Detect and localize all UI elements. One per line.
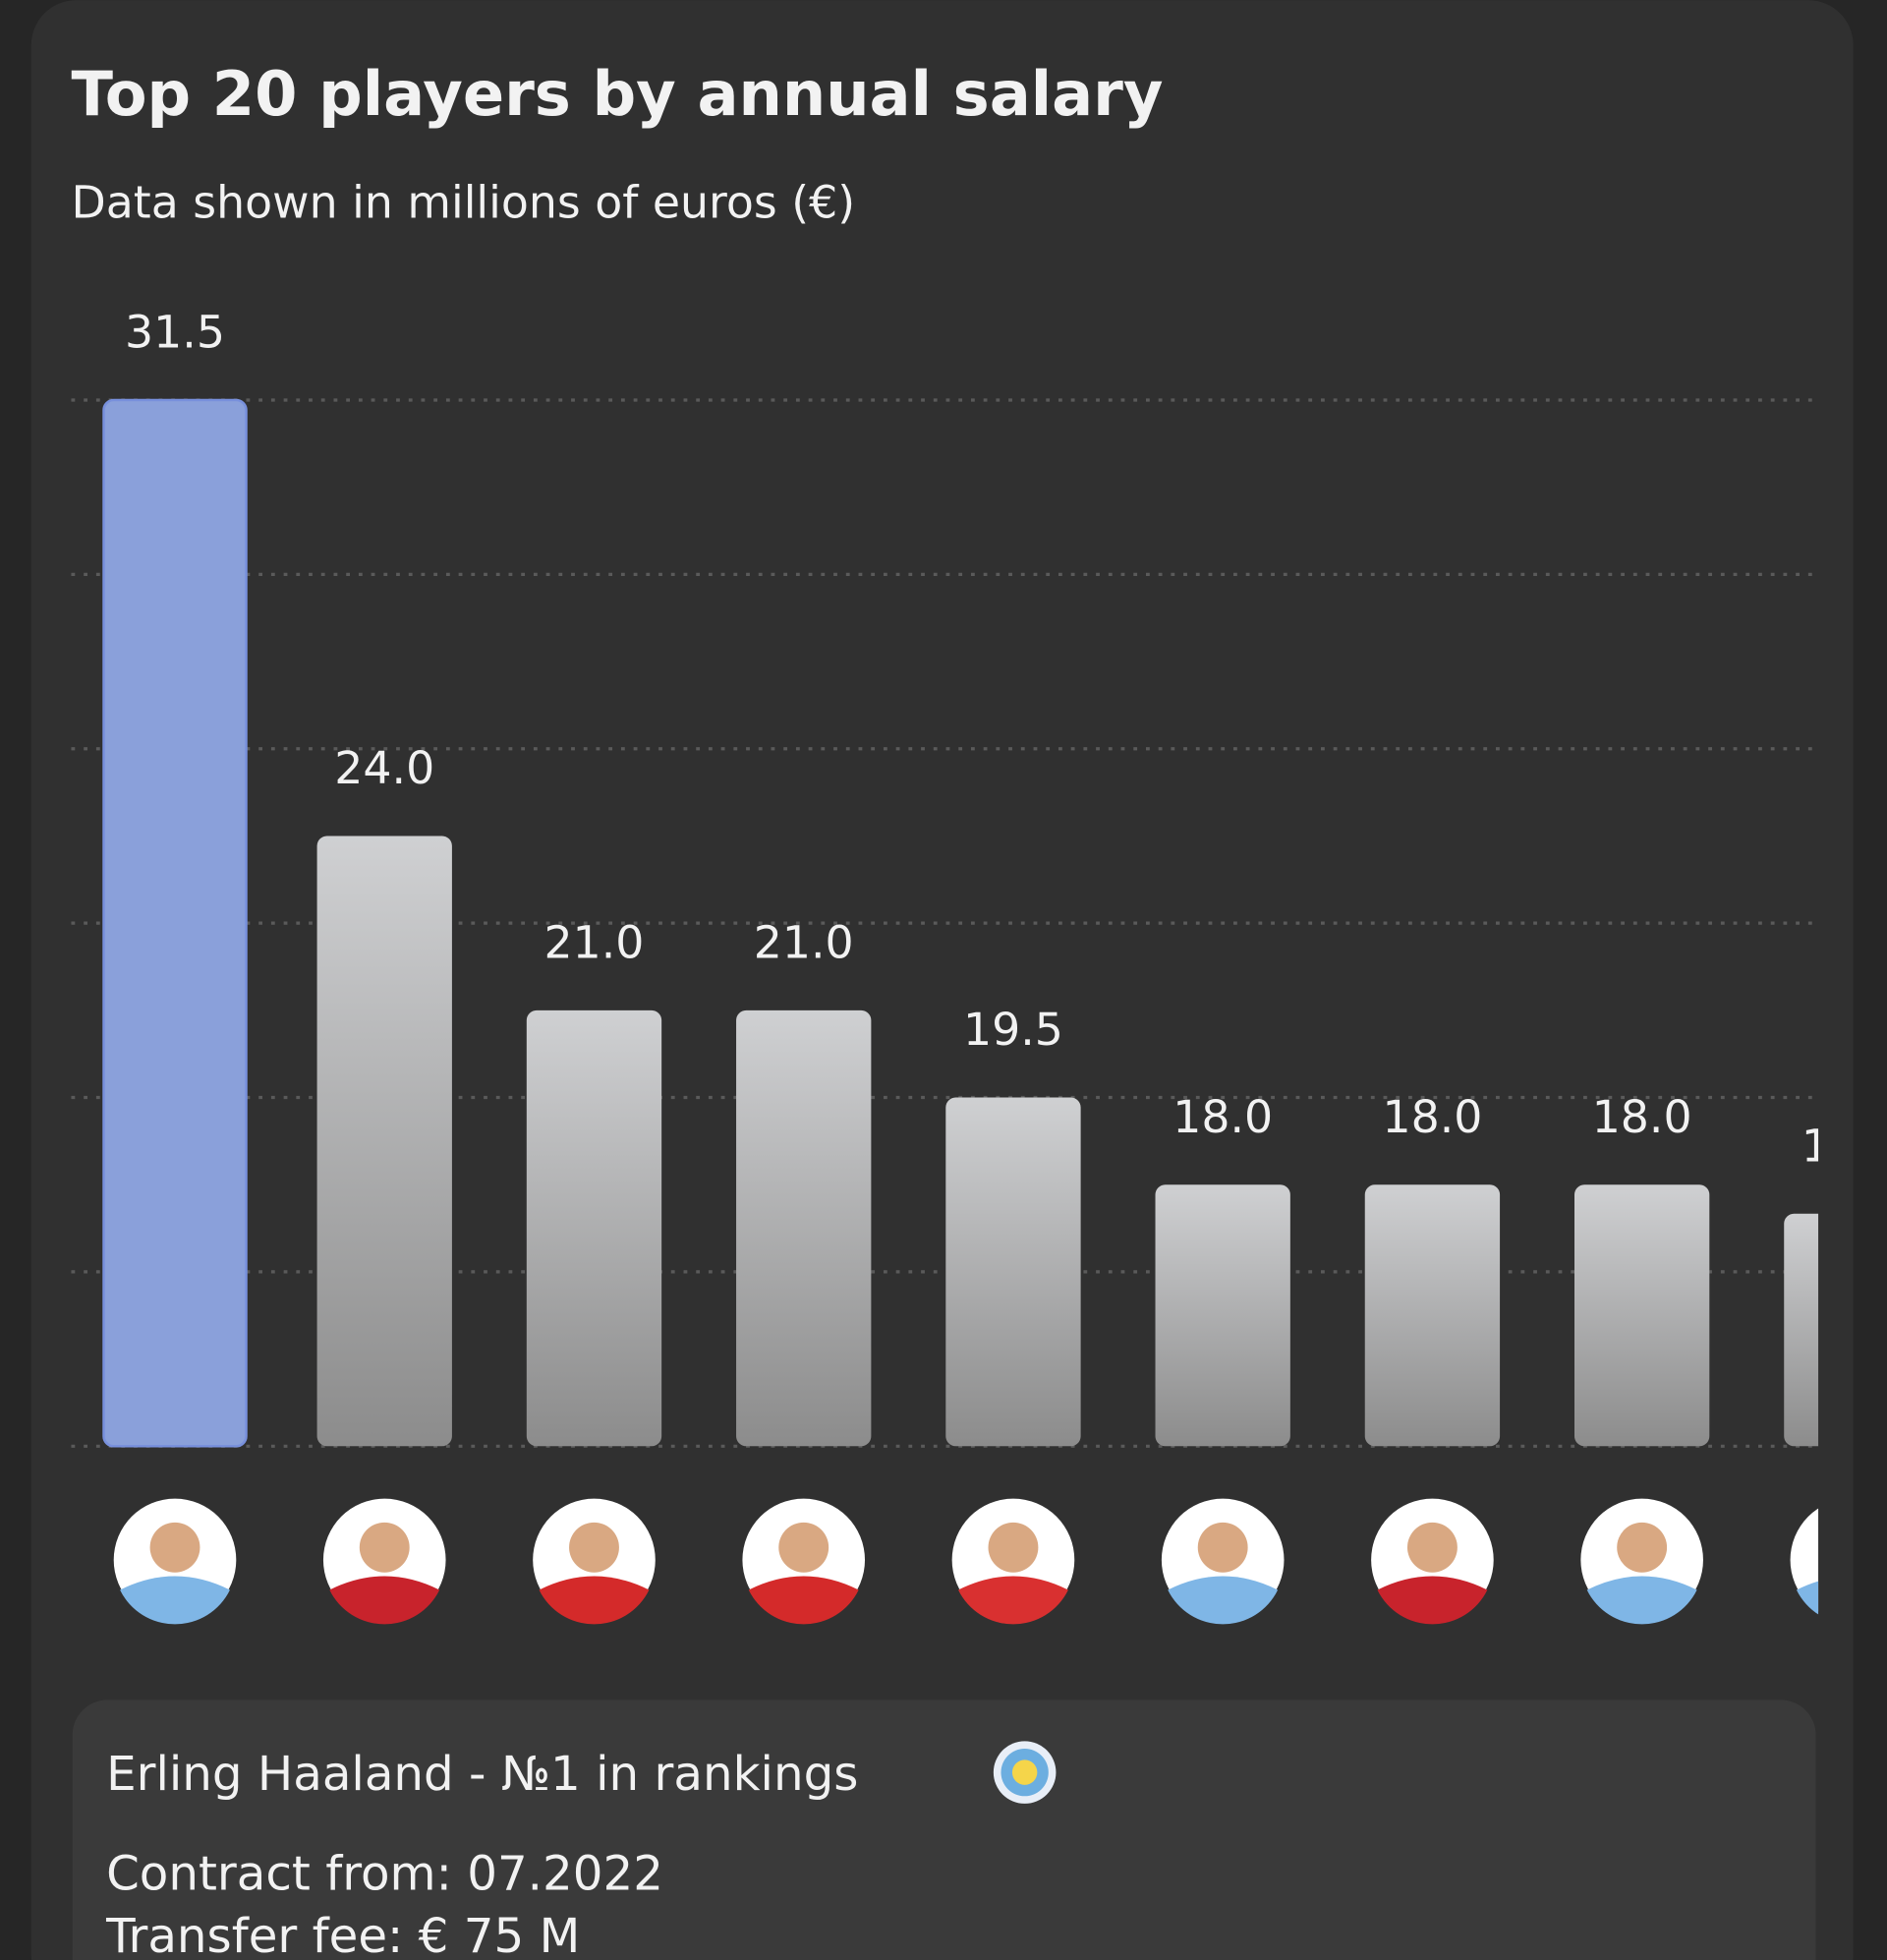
player-avatar	[533, 1498, 656, 1625]
value-label: 31.5	[125, 307, 225, 359]
bar	[102, 398, 248, 1448]
avatar-face	[1197, 1522, 1248, 1573]
avatar-shirt	[329, 1576, 440, 1625]
plot: 31.5 24.0 21.0 21.0 19.5 18.0 18.0 18.0 17.5	[71, 307, 1887, 1625]
details-heading: Erling Haaland - №1 in rankings	[106, 1747, 858, 1802]
card	[30, 0, 1854, 1960]
player-avatar	[742, 1498, 866, 1625]
avatar-face	[1617, 1522, 1668, 1573]
value-label: 24.0	[334, 742, 434, 794]
club-badge	[993, 1741, 1057, 1804]
player-avatar	[951, 1498, 1075, 1625]
player-avatar	[113, 1498, 237, 1625]
bar	[1155, 1184, 1290, 1447]
avatar-face	[988, 1522, 1039, 1573]
details-contract: Contract from: 07.2022	[106, 1847, 663, 1902]
details-panel	[72, 1700, 1816, 1960]
bar	[1784, 1213, 1819, 1447]
avatar-shirt	[1796, 1581, 1819, 1615]
value-label: 21.0	[544, 916, 645, 968]
bar	[1364, 1184, 1501, 1447]
avatar-face	[149, 1522, 200, 1573]
avatar-shirt	[539, 1576, 650, 1625]
value-label: 19.5	[963, 1004, 1063, 1056]
bar	[316, 836, 452, 1447]
player-avatar	[1790, 1508, 1819, 1615]
bar	[945, 1097, 1081, 1447]
bar	[736, 1009, 872, 1447]
value-label: 21.0	[754, 916, 854, 968]
value-label: 18.0	[1382, 1091, 1482, 1143]
player-avatar	[322, 1498, 446, 1625]
avatar-shirt	[1586, 1576, 1697, 1625]
chart-title: Top 20 players by annual salary	[71, 58, 1163, 130]
value-label: 18.0	[1592, 1091, 1692, 1143]
avatar-shirt	[748, 1576, 859, 1625]
player-avatar	[1371, 1498, 1494, 1625]
value-label: 17.5	[1801, 1120, 1887, 1172]
avatar-face	[1406, 1522, 1458, 1573]
bar	[1573, 1184, 1710, 1447]
avatar-shirt	[120, 1576, 230, 1625]
bar	[526, 1009, 662, 1447]
chart-subtitle: Data shown in millions of euros (€)	[71, 176, 855, 228]
avatar-face	[359, 1522, 410, 1573]
player-avatar	[1161, 1498, 1285, 1625]
avatar-shirt	[1168, 1576, 1279, 1625]
avatar-shirt	[1377, 1576, 1488, 1625]
value-label: 18.0	[1172, 1091, 1273, 1143]
details-fee: Transfer fee: € 75 M	[105, 1909, 580, 1960]
avatar-shirt	[958, 1576, 1068, 1625]
avatar-face	[569, 1522, 619, 1573]
player-avatar	[1580, 1498, 1703, 1625]
avatar-face	[778, 1522, 829, 1573]
